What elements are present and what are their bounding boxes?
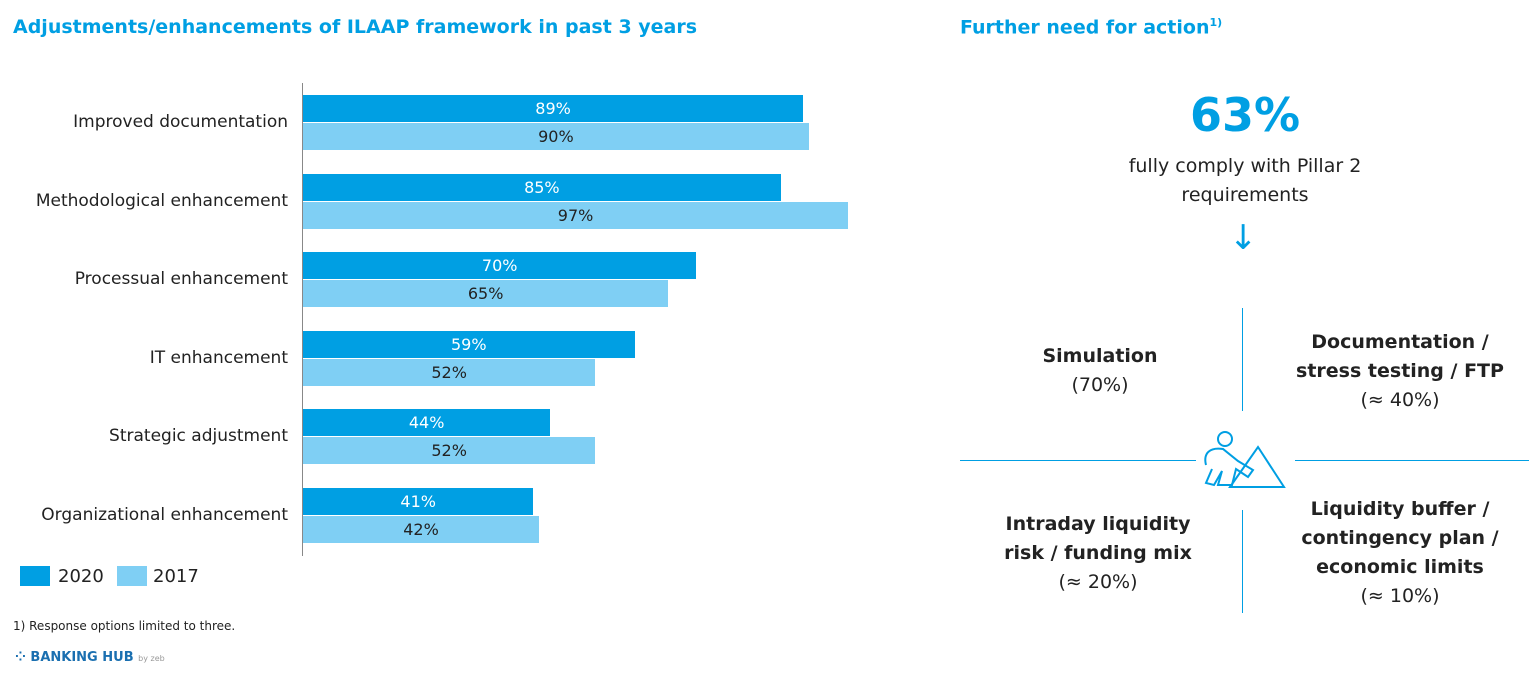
- divider: [1242, 510, 1243, 613]
- data-label: 44%: [408, 413, 445, 432]
- category-label: IT enhancement: [149, 347, 288, 368]
- category-label: Improved documentation: [73, 112, 288, 132]
- data-label: 89%: [535, 99, 571, 118]
- bar-2017: 42%: [303, 515, 540, 543]
- data-label: 90%: [538, 127, 574, 146]
- right-title: Further need for action1): [960, 16, 1223, 39]
- category-label: Methodological enhancement: [35, 190, 288, 211]
- data-label: 97%: [557, 205, 594, 225]
- category-label: Strategic adjustment: [109, 426, 288, 446]
- logo-icon: ⁘: [15, 650, 31, 665]
- bar-2017: 90%: [303, 123, 809, 150]
- bar-2017: 97%: [303, 201, 849, 229]
- bar-2020: 89%: [303, 95, 804, 122]
- construction-worker-icon: [1204, 431, 1286, 488]
- category-label: Organizational enhancement: [41, 504, 288, 525]
- legend-swatch-2017: [117, 566, 147, 586]
- data-label: 85%: [524, 177, 560, 197]
- quadrant-documentation: Documentation / stress testing / FTP (≈ 40…: [1296, 331, 1504, 411]
- legend-label-2020: 2020: [58, 566, 104, 587]
- divider: [1242, 308, 1243, 411]
- data-label: 52%: [431, 362, 467, 382]
- bar-2020: 41%: [303, 487, 534, 515]
- divider: [960, 460, 1196, 461]
- chart-title: Adjustments/enhancements of ILAAP framew…: [13, 16, 698, 38]
- data-label: 41%: [400, 491, 436, 511]
- big-value: 63%: [1189, 88, 1301, 142]
- category-label: Processual enhancement: [74, 269, 288, 289]
- bar-2017: 52%: [303, 437, 596, 464]
- data-label: 65%: [467, 284, 504, 303]
- bar-2020: 44%: [303, 409, 551, 436]
- legend-swatch-2020: [20, 566, 50, 586]
- bar-2020: 70%: [303, 252, 697, 279]
- bar-2017: 52%: [303, 358, 596, 386]
- arrow-down-icon: ↓: [1229, 218, 1258, 258]
- big-caption: fully comply with Pillar 2 requirements: [1128, 155, 1362, 206]
- legend-label-2017: 2017: [153, 566, 199, 587]
- divider: [1295, 460, 1529, 461]
- quadrant-simulation: Simulation (70%): [1042, 345, 1158, 396]
- data-label: 70%: [481, 256, 518, 275]
- quadrant-liquidity-buffer: Liquidity buffer / contingency plan / econ…: [1301, 498, 1499, 607]
- logo: ⁘ BANKING HUB by zeb: [15, 650, 165, 665]
- bar-2020: 59%: [303, 330, 635, 358]
- bar-2017: 65%: [303, 280, 669, 307]
- data-label: 42%: [403, 519, 439, 539]
- data-label: 52%: [431, 441, 467, 460]
- quadrant-intraday: Intraday liquidity risk / funding mix (≈ 2…: [1004, 513, 1192, 593]
- y-axis: [302, 83, 303, 556]
- footnote: 1) Response options limited to three.: [13, 619, 236, 633]
- data-label: 59%: [451, 334, 487, 354]
- bar-2020: 85%: [303, 173, 781, 201]
